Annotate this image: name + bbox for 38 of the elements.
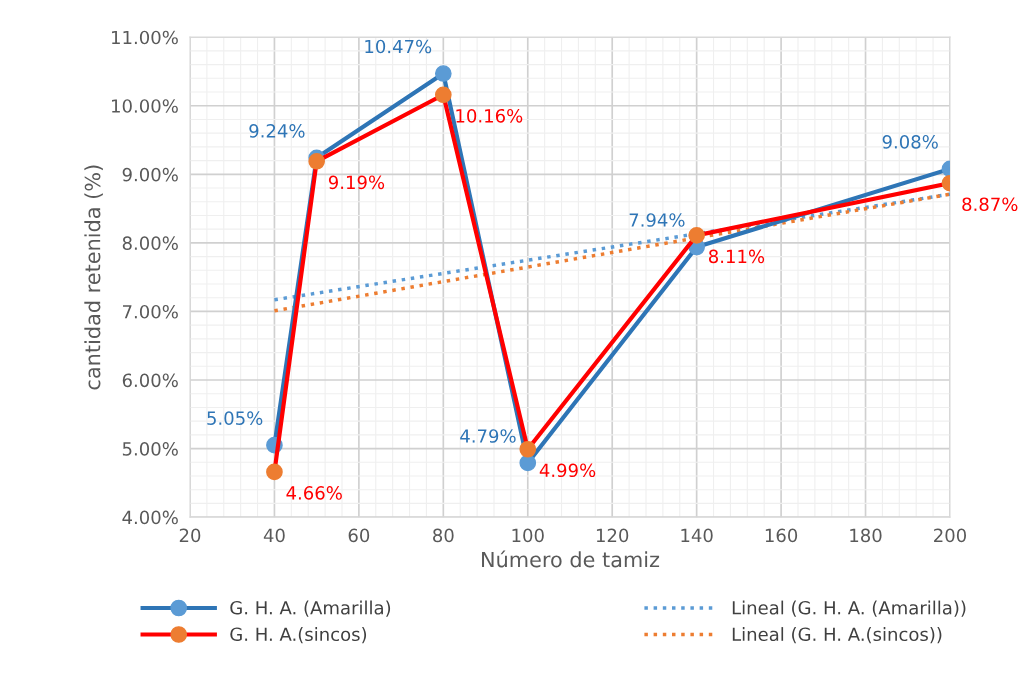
y-axis-title: cantidad retenida (%) [84,165,103,390]
y-tick-label: 11.00% [112,30,178,45]
x-tick-label: 120 [596,528,629,543]
data-label: 9.24% [249,124,305,138]
y-tick-label: 5.00% [122,442,178,456]
y-tick-label: 4.00% [122,510,178,525]
x-tick-label: 160 [765,528,798,543]
x-tick-label: 140 [681,528,713,543]
x-tick-label: 180 [850,528,882,543]
data-label: 9.08% [882,135,938,149]
data-label: 8.87% [962,197,1018,212]
data-label: 5.05% [207,411,263,425]
y-tick-label: 10.00% [112,99,178,113]
x-tick-label: 20 [179,528,201,543]
data-label: 4.66% [286,486,342,500]
legend-label: Lineal (G. H. A.(sincos)) [732,627,942,644]
legend-label: G. H. A. (Amarilla) [230,600,391,617]
x-tick-label: 100 [512,528,544,543]
legend-label: G. H. A.(sincos) [230,627,367,644]
point [434,65,452,82]
data-label: 9.19% [328,175,385,190]
y-tick-label: 7.00% [123,304,178,319]
y-tick-label: 9.00% [122,167,178,182]
x-tick-label: 200 [934,528,967,543]
data-label: 10.16% [456,108,523,123]
data-label: 7.94% [629,213,685,227]
point [519,454,537,472]
data-label: 10.47% [365,39,432,54]
legend-label: Lineal (G. H. A. (Amarilla)) [732,600,966,617]
y-tick-label: 6.00% [122,373,178,388]
x-tick-label: 80 [433,528,454,543]
y-tick-label: 8.00% [122,236,178,250]
data-label: 4.79% [460,429,516,443]
x-axis-title: Número de tamiz [482,550,660,568]
data-label: 4.99% [539,463,596,478]
data-label: 8.11% [708,249,765,264]
x-tick-label: 40 [263,528,285,543]
x-tick-label: 60 [348,528,370,543]
